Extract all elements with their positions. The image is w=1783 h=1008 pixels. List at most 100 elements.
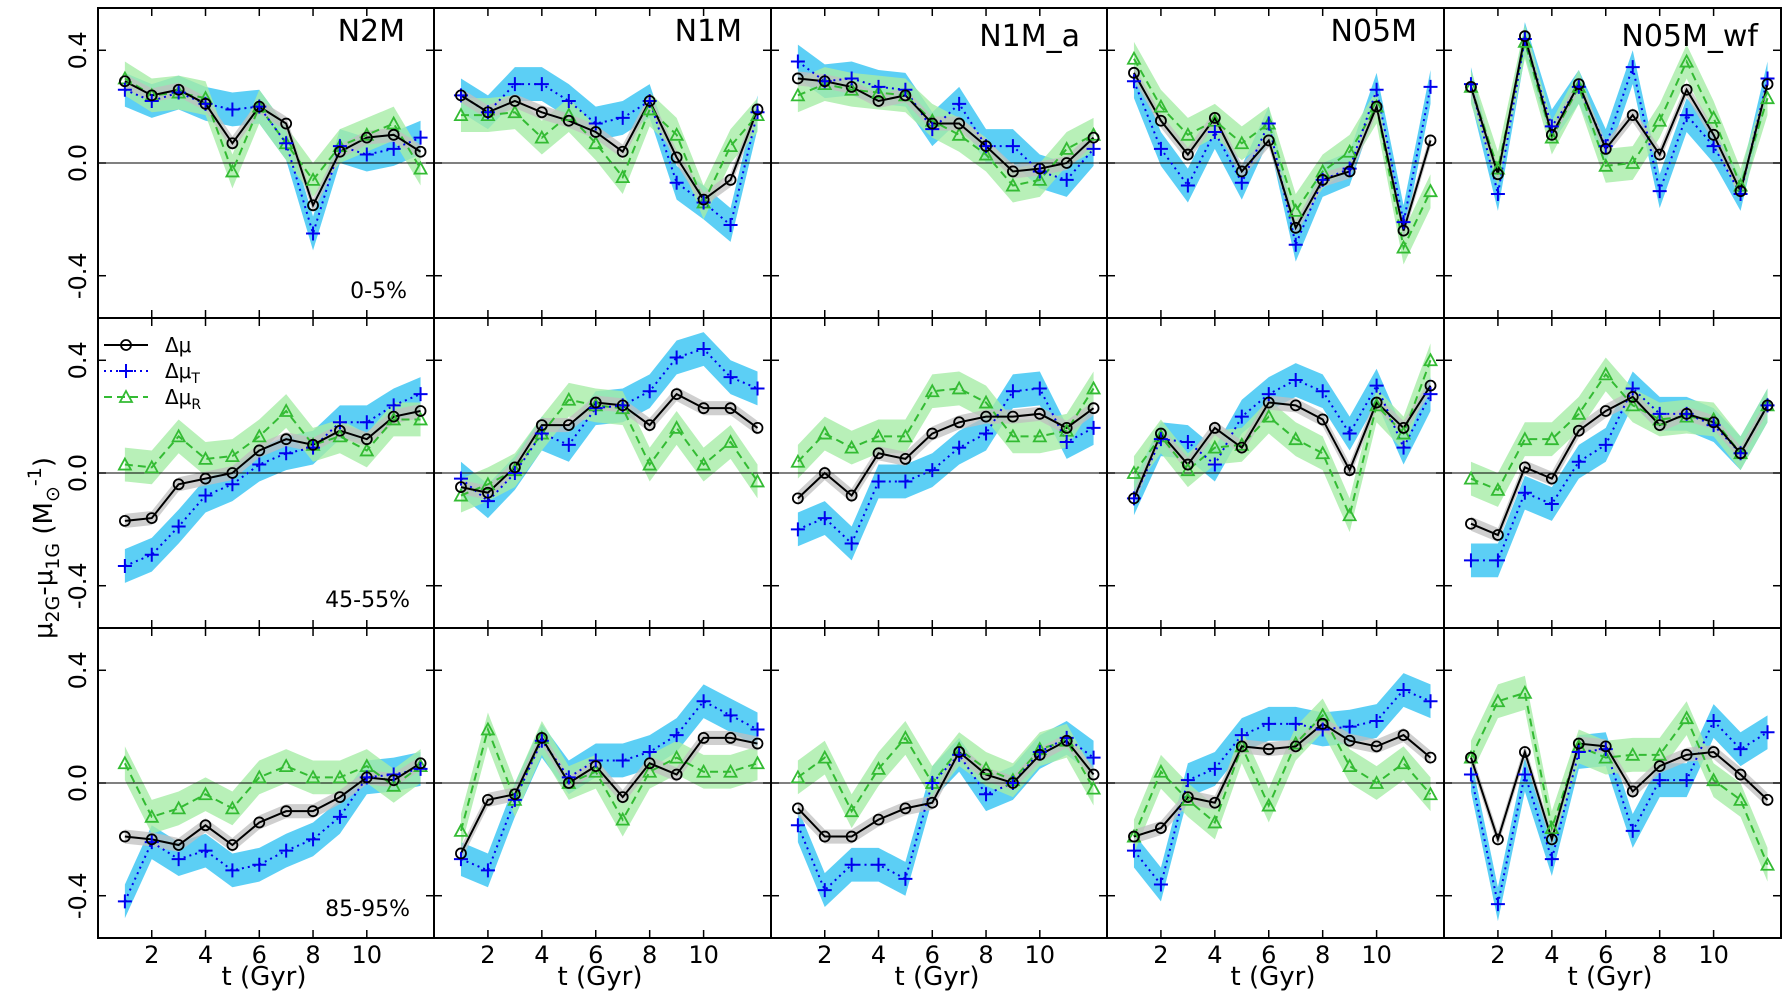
total-marker <box>172 83 185 96</box>
radial-marker <box>1490 482 1506 496</box>
total-marker <box>1033 162 1046 175</box>
radial-marker <box>386 777 402 792</box>
total-marker <box>1545 833 1558 846</box>
series-tangential-line <box>1469 38 1769 197</box>
radial-marker <box>1059 141 1075 155</box>
x-axis-label-col5: t (Gyr) <box>1568 962 1653 992</box>
tangential-marker <box>1180 178 1195 193</box>
radial-marker <box>1679 710 1695 725</box>
total-marker <box>1289 221 1302 234</box>
total-marker <box>845 830 858 843</box>
radial-marker <box>1180 792 1196 806</box>
band-total <box>1133 716 1431 844</box>
total-marker <box>253 100 266 113</box>
radial-marker <box>507 104 523 119</box>
total-marker <box>697 193 710 206</box>
radial-marker <box>198 786 214 801</box>
band-radial <box>1470 24 1768 203</box>
total-marker <box>845 489 858 502</box>
total-marker <box>1572 424 1585 437</box>
radial-marker <box>224 448 240 462</box>
tangential-marker <box>1490 897 1505 912</box>
tangential-marker <box>1180 773 1195 788</box>
total-marker <box>926 117 939 130</box>
radial-marker <box>144 459 160 474</box>
total-marker <box>818 75 831 88</box>
band-radial <box>460 92 758 220</box>
total-marker <box>1262 743 1275 756</box>
tangential-marker <box>669 350 684 365</box>
total-marker <box>872 813 885 826</box>
total-marker <box>1518 746 1531 758</box>
radial-marker <box>1315 707 1331 722</box>
total-marker <box>1465 517 1477 530</box>
total-marker <box>508 461 521 474</box>
band-tangential <box>797 371 1094 561</box>
total-marker <box>751 422 764 434</box>
total-marker <box>1370 100 1383 113</box>
tangential-marker <box>1261 716 1276 731</box>
panel-plot-area <box>771 44 1107 203</box>
tangential-marker <box>1086 420 1101 435</box>
tangential-marker <box>534 77 549 92</box>
radial-marker <box>1207 814 1223 829</box>
radial-marker <box>669 420 685 434</box>
x-tick-label: 6 <box>588 941 603 969</box>
radial-marker <box>1679 53 1695 68</box>
radial-marker <box>332 769 348 784</box>
radial-marker <box>1679 408 1695 423</box>
x-tick-label: 4 <box>198 941 213 969</box>
total-marker <box>926 427 939 440</box>
total-marker <box>360 433 373 446</box>
radial-marker <box>1760 90 1776 105</box>
total-marker <box>1033 407 1046 420</box>
panel-3-4: 2 4 6 8 10 <box>1106 627 1445 969</box>
radial-marker <box>871 428 887 443</box>
tangential-marker <box>925 463 940 478</box>
tangential-marker <box>1652 773 1667 788</box>
tangential-marker <box>1207 125 1222 139</box>
band-total <box>460 88 758 207</box>
radial-marker <box>1517 684 1533 699</box>
radial-marker <box>480 476 496 491</box>
radial-marker <box>642 456 658 471</box>
tangential-marker <box>1059 435 1074 449</box>
tangential-marker <box>1625 60 1640 75</box>
radial-marker <box>615 169 631 183</box>
total-marker <box>1087 768 1100 781</box>
total-marker <box>872 95 885 107</box>
radial-marker <box>844 81 860 96</box>
radial-marker <box>897 428 913 443</box>
x-tick-label: 8 <box>978 941 993 969</box>
tangential-marker <box>198 488 213 503</box>
tangential-marker <box>1234 175 1249 190</box>
band-total <box>797 401 1094 506</box>
total-marker <box>145 512 158 524</box>
total-marker <box>1397 729 1410 741</box>
legend-total-marker <box>120 339 132 351</box>
radial-marker <box>1261 408 1277 423</box>
radial-marker <box>1261 797 1277 812</box>
total-marker <box>1208 112 1221 124</box>
total-marker <box>307 805 319 818</box>
total-marker <box>1572 737 1585 750</box>
band-total <box>124 756 421 853</box>
band-radial <box>1470 675 1768 882</box>
x-tick-label: 10 <box>1361 941 1392 969</box>
radial-marker <box>1544 820 1560 834</box>
total-marker <box>387 128 400 141</box>
total-marker <box>670 768 683 781</box>
tangential-marker <box>723 708 738 723</box>
series-total-line <box>1470 395 1769 537</box>
tangential-marker <box>117 559 132 573</box>
total-marker <box>1007 410 1019 423</box>
total-marker <box>118 830 131 843</box>
radial-marker <box>723 138 739 152</box>
total-marker <box>253 816 266 829</box>
tangential-marker <box>790 522 805 537</box>
x-tick-label: 10 <box>688 941 719 969</box>
total-marker <box>953 746 966 758</box>
radial-marker <box>1315 445 1331 460</box>
tangential-marker <box>615 753 630 768</box>
